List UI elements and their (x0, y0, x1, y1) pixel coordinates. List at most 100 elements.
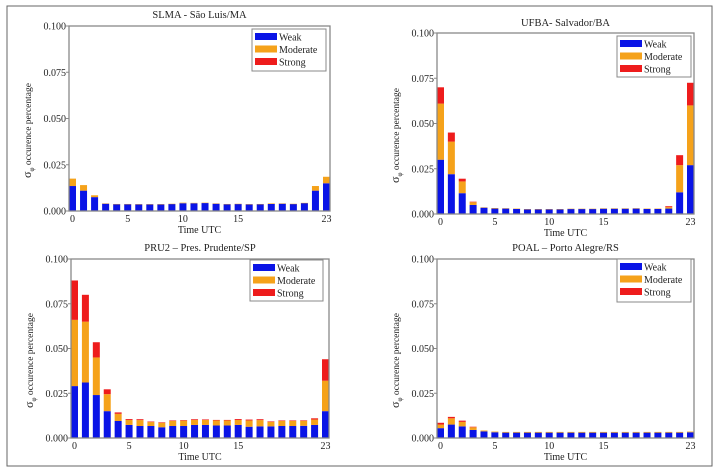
bar-moderate (665, 207, 673, 209)
bar-strong (665, 206, 673, 208)
bar-weak (469, 204, 477, 214)
bar-weak (502, 208, 510, 214)
x-tick-label: 10 (544, 441, 554, 452)
bar-moderate (491, 208, 499, 209)
bar-moderate (322, 380, 329, 412)
bar-strong (223, 419, 231, 421)
y-label-subscript: φ (396, 172, 404, 176)
y-label-subscript: φ (396, 397, 404, 401)
bar-strong (322, 359, 329, 381)
bar-moderate (80, 185, 88, 191)
x-tick-label: 5 (492, 441, 497, 452)
bar-moderate (300, 420, 308, 426)
bar-moderate (223, 420, 231, 426)
y-tick-label: 0.000 (44, 207, 67, 218)
legend-swatch-strong (620, 65, 642, 72)
bar-moderate (179, 202, 187, 204)
bar-strong (687, 82, 694, 106)
x-tick-label: 23 (686, 441, 696, 452)
bar-moderate (556, 431, 564, 433)
bar-weak (665, 208, 673, 214)
bar-weak (480, 431, 488, 438)
bar-weak (589, 432, 597, 438)
bar-moderate (502, 431, 510, 433)
bar-weak (245, 426, 253, 438)
y-tick-label: 0.100 (412, 29, 435, 40)
bar-weak (81, 382, 89, 438)
bar-moderate (91, 195, 99, 198)
y-label-symbol: σ (22, 401, 36, 408)
bar-weak (124, 204, 132, 211)
x-tick-label: 23 (686, 217, 696, 228)
bar-weak (643, 432, 651, 438)
bar-moderate (311, 419, 319, 425)
bar-moderate (437, 424, 444, 429)
x-axis-label: Time UTC (178, 225, 222, 236)
bar-moderate (136, 420, 144, 427)
bar-weak (91, 197, 99, 211)
legend-label-weak: Weak (644, 263, 667, 274)
y-label-subscript: φ (28, 167, 36, 171)
y-label-symbol: σ (388, 176, 402, 183)
bar-weak (556, 432, 564, 438)
bar-weak (157, 204, 165, 211)
bar-moderate (567, 431, 575, 433)
bar-weak (223, 425, 231, 438)
bar-moderate (687, 105, 694, 166)
bar-weak (545, 209, 553, 214)
bar-weak (447, 174, 455, 214)
bar-moderate (311, 186, 319, 191)
bar-weak (323, 183, 330, 211)
x-tick-label: 10 (179, 441, 189, 452)
bar-moderate (169, 420, 177, 427)
x-tick-label: 15 (233, 441, 243, 452)
y-tick-label: 0.050 (412, 119, 435, 130)
bar-strong (469, 201, 477, 203)
bar-weak (534, 432, 542, 438)
bar-weak (322, 411, 329, 438)
legend-swatch-moderate (620, 275, 642, 283)
bar-weak (621, 432, 629, 438)
bar-moderate (513, 431, 521, 433)
bar-moderate (103, 394, 111, 412)
legend-label-moderate: Moderate (644, 52, 683, 63)
bar-weak (80, 190, 88, 211)
bar-moderate (545, 431, 553, 433)
bar-strong (469, 426, 477, 428)
bar-weak (654, 432, 662, 438)
bar-moderate (212, 420, 220, 426)
bar-weak (201, 203, 209, 211)
bar-moderate (621, 431, 629, 433)
y-tick-label: 0.000 (412, 210, 435, 221)
bar-weak (69, 186, 76, 211)
bar-moderate (458, 181, 466, 194)
bar-weak (158, 427, 166, 438)
bar-weak (300, 203, 308, 211)
y-tick-label: 0.025 (412, 389, 435, 400)
bar-weak (168, 203, 176, 211)
bar-weak (447, 424, 455, 438)
y-axis-label: σφ occurence percentage (388, 313, 404, 408)
bar-strong (278, 420, 286, 421)
bar-weak (267, 203, 275, 211)
y-label-text: occurence percentage (392, 88, 402, 172)
bar-moderate (665, 431, 673, 433)
bar-weak (245, 204, 253, 211)
legend-swatch-strong (255, 58, 277, 65)
bar-weak (621, 208, 629, 214)
y-tick-label: 0.050 (46, 344, 69, 355)
bar-weak (480, 207, 488, 214)
x-tick-label: 15 (599, 441, 609, 452)
bar-weak (600, 208, 608, 214)
bar-strong (245, 419, 253, 421)
y-tick-label: 0.075 (412, 74, 435, 85)
bar-weak (687, 432, 694, 438)
bar-moderate (278, 420, 286, 427)
legend-label-weak: Weak (277, 264, 300, 275)
bar-strong (92, 342, 100, 358)
legend-label-weak: Weak (644, 40, 667, 51)
bar-moderate (267, 421, 275, 427)
y-axis-label: σφ occurence percentage (20, 83, 36, 178)
chart-title: PRU2 – Pres. Prudente/SP (144, 243, 256, 254)
